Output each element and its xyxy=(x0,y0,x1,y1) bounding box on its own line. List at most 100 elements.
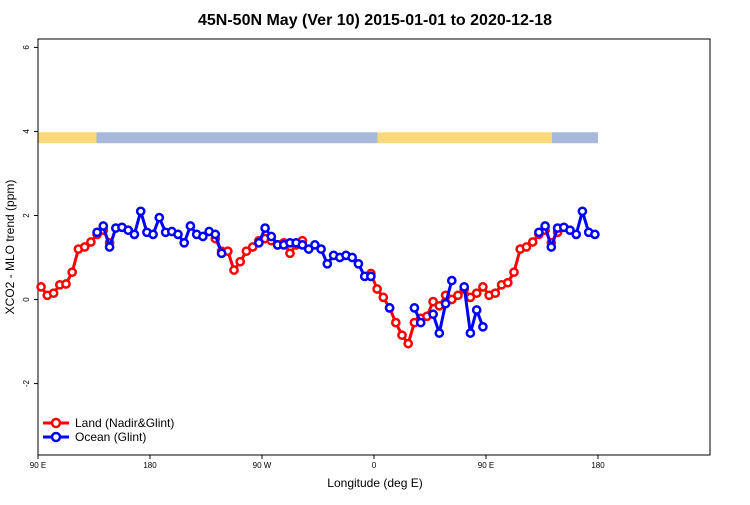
data-point xyxy=(590,229,600,240)
data-point xyxy=(366,271,376,282)
data-point xyxy=(61,279,71,289)
data-point xyxy=(241,246,252,257)
band-segment-land xyxy=(377,132,552,144)
series-layer xyxy=(36,206,600,349)
series-line xyxy=(39,228,111,297)
data-point xyxy=(179,237,190,248)
data-point xyxy=(247,242,258,252)
data-point xyxy=(129,229,140,240)
y-tick-label: 2 xyxy=(22,213,31,218)
data-point xyxy=(509,267,519,278)
data-point xyxy=(378,292,389,303)
x-tick-label: 180 xyxy=(591,461,605,470)
data-point xyxy=(521,242,532,252)
data-point xyxy=(297,240,308,250)
series-line xyxy=(431,280,454,335)
data-point xyxy=(428,296,438,307)
data-point xyxy=(546,242,557,252)
data-point xyxy=(135,206,146,217)
legend-marker-land xyxy=(50,417,62,429)
legend-label-land: Land (Nadir&Glint) xyxy=(75,416,174,430)
data-point xyxy=(453,290,463,301)
data-point xyxy=(86,237,96,247)
y-tick-label: 0 xyxy=(22,297,31,302)
x-tick-label: 180 xyxy=(143,461,157,470)
data-point xyxy=(409,303,420,313)
data-point xyxy=(527,237,538,247)
data-point xyxy=(415,317,426,328)
data-point xyxy=(534,227,544,238)
data-point xyxy=(48,288,59,299)
data-point xyxy=(347,252,358,263)
y-tick-label: -2 xyxy=(22,379,31,387)
data-point xyxy=(104,242,115,252)
data-point xyxy=(571,229,582,240)
data-point xyxy=(440,298,451,309)
legend-marker-ocean xyxy=(50,431,62,443)
data-point xyxy=(198,231,208,242)
data-point xyxy=(565,225,575,236)
data-point xyxy=(459,282,470,292)
data-point xyxy=(428,309,438,320)
data-point xyxy=(502,277,513,288)
data-point xyxy=(446,275,457,286)
data-point xyxy=(478,282,488,292)
y-tick-label: 6 xyxy=(22,45,31,50)
chart-title: 45N-50N May (Ver 10) 2015-01-01 to 2020-… xyxy=(198,12,552,29)
data-point xyxy=(322,258,333,269)
data-point xyxy=(266,231,277,242)
data-point xyxy=(98,221,109,231)
plot-frame xyxy=(37,38,711,456)
data-point xyxy=(92,227,102,238)
data-point xyxy=(353,258,364,269)
x-tick-label: 0 xyxy=(372,461,377,470)
data-point xyxy=(185,221,196,231)
data-point xyxy=(79,242,90,252)
data-point xyxy=(310,240,320,250)
y-axis-ticks: -2 0 2 4 6 xyxy=(22,45,38,387)
data-point xyxy=(490,288,501,299)
x-tick-label: 90 E xyxy=(30,461,46,470)
data-point xyxy=(577,206,588,217)
data-point xyxy=(471,288,482,299)
band-segment-ocean xyxy=(96,132,378,144)
data-point xyxy=(254,237,264,248)
legend-label-ocean: Ocean (Glint) xyxy=(75,430,146,444)
x-tick-label: 90 E xyxy=(478,461,494,470)
data-point xyxy=(471,305,482,315)
y-tick-label: 4 xyxy=(22,129,31,134)
series-line xyxy=(462,286,485,335)
data-point xyxy=(235,256,246,267)
data-point xyxy=(316,244,326,254)
series-ocean xyxy=(92,206,600,338)
data-point xyxy=(123,225,134,236)
x-tick-label: 90 W xyxy=(253,461,272,470)
data-point xyxy=(384,303,395,313)
data-point xyxy=(210,229,221,240)
data-point xyxy=(154,212,165,223)
data-point xyxy=(397,330,407,341)
data-point xyxy=(67,267,78,278)
y-axis-label: XCO2 - MLO trend (ppm) xyxy=(3,180,17,315)
data-point xyxy=(478,321,488,332)
data-point xyxy=(173,229,183,240)
x-axis-label: Longitude (deg E) xyxy=(327,476,422,490)
data-point xyxy=(260,223,270,233)
data-point xyxy=(216,248,227,259)
band-segment-land xyxy=(38,132,97,144)
data-point xyxy=(465,328,476,338)
data-point xyxy=(434,328,445,338)
data-point xyxy=(285,248,295,259)
land-ocean-band xyxy=(38,132,598,144)
data-point xyxy=(229,265,239,275)
data-point xyxy=(540,221,550,231)
band-segment-ocean xyxy=(551,132,598,144)
data-point xyxy=(303,244,314,254)
data-point xyxy=(36,282,46,292)
data-point xyxy=(390,317,401,328)
legend: Land (Nadir&Glint) Ocean (Glint) xyxy=(43,416,174,444)
data-point xyxy=(148,229,158,240)
x-axis-ticks: 90 E 180 90 W 0 90 E 180 xyxy=(30,455,605,470)
data-point xyxy=(372,284,382,294)
